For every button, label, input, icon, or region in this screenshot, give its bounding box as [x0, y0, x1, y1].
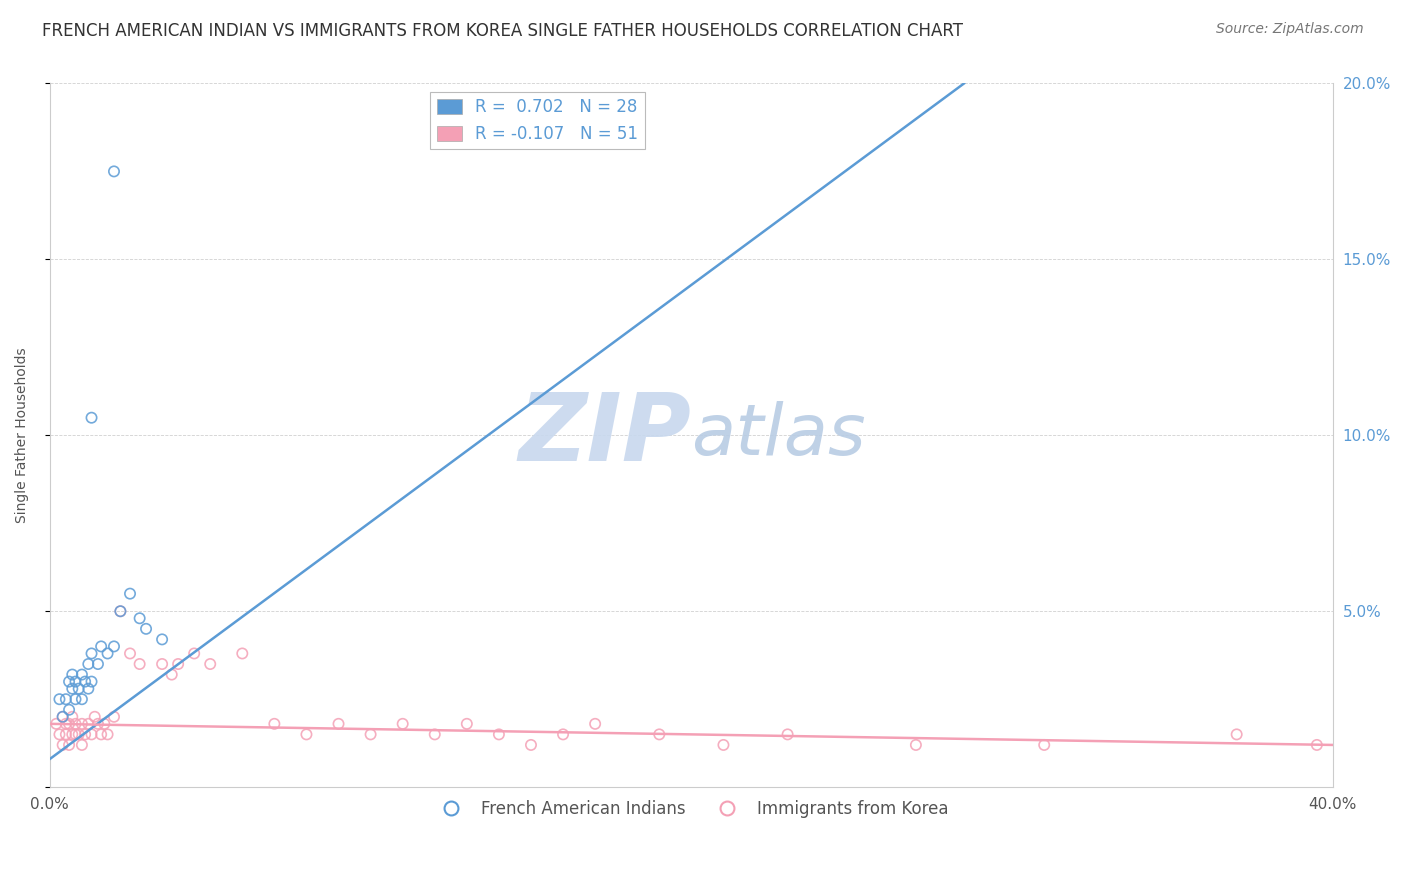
Point [87, 657, 110, 671]
Point [90, 640, 112, 654]
Point [60, 667, 83, 681]
Point [60, 681, 83, 696]
Point [360, 727, 382, 741]
Point [70, 738, 93, 752]
Point [58, 716, 80, 731]
Point [110, 604, 132, 618]
Point [70, 692, 93, 706]
Point [77, 716, 100, 731]
Point [160, 667, 183, 681]
Point [97, 647, 120, 661]
Point [295, 727, 318, 741]
Point [58, 703, 80, 717]
Point [58, 674, 80, 689]
Point [713, 738, 735, 752]
Point [118, 647, 141, 661]
Point [103, 164, 125, 178]
Point [65, 727, 87, 741]
Point [87, 716, 110, 731]
Point [520, 738, 543, 752]
Text: atlas: atlas [692, 401, 866, 470]
Point [48, 727, 70, 741]
Point [67, 727, 90, 741]
Point [70, 716, 93, 731]
Point [65, 674, 87, 689]
Point [488, 727, 510, 741]
Point [80, 674, 103, 689]
Point [150, 657, 173, 671]
Point [52, 710, 75, 724]
Point [456, 716, 478, 731]
Point [551, 727, 574, 741]
Point [65, 716, 87, 731]
Point [60, 727, 83, 741]
Point [97, 727, 120, 741]
Text: ZIP: ZIP [519, 389, 692, 482]
Point [45, 716, 67, 731]
Point [1033, 738, 1056, 752]
Legend: French American Indians, Immigrants from Korea: French American Indians, Immigrants from… [427, 793, 955, 824]
Point [60, 710, 83, 724]
Point [904, 738, 927, 752]
Point [118, 587, 141, 601]
Point [423, 727, 446, 741]
Point [231, 647, 253, 661]
Point [77, 681, 100, 696]
Point [67, 681, 90, 696]
Y-axis label: Single Father Households: Single Father Households [15, 348, 30, 523]
Point [65, 692, 87, 706]
Point [80, 727, 103, 741]
Point [75, 727, 97, 741]
Point [391, 716, 413, 731]
Point [77, 657, 100, 671]
Point [776, 727, 799, 741]
Point [75, 674, 97, 689]
Point [128, 657, 150, 671]
Point [1226, 727, 1249, 741]
Point [80, 647, 103, 661]
Point [80, 410, 103, 425]
Point [1306, 738, 1329, 752]
Text: Source: ZipAtlas.com: Source: ZipAtlas.com [1216, 22, 1364, 37]
Point [328, 716, 350, 731]
Point [48, 692, 70, 706]
Point [200, 657, 222, 671]
Point [55, 716, 77, 731]
Point [93, 716, 115, 731]
Point [103, 640, 125, 654]
Point [135, 622, 157, 636]
Point [103, 710, 125, 724]
Point [90, 727, 112, 741]
Point [55, 692, 77, 706]
Point [70, 667, 93, 681]
Point [83, 710, 105, 724]
Point [110, 604, 132, 618]
Point [150, 632, 173, 647]
Point [583, 716, 606, 731]
Point [52, 710, 75, 724]
Point [167, 657, 190, 671]
Point [55, 727, 77, 741]
Point [183, 647, 205, 661]
Point [52, 738, 75, 752]
Text: FRENCH AMERICAN INDIAN VS IMMIGRANTS FROM KOREA SINGLE FATHER HOUSEHOLDS CORRELA: FRENCH AMERICAN INDIAN VS IMMIGRANTS FRO… [42, 22, 963, 40]
Point [648, 727, 671, 741]
Point [58, 738, 80, 752]
Point [263, 716, 285, 731]
Point [128, 611, 150, 625]
